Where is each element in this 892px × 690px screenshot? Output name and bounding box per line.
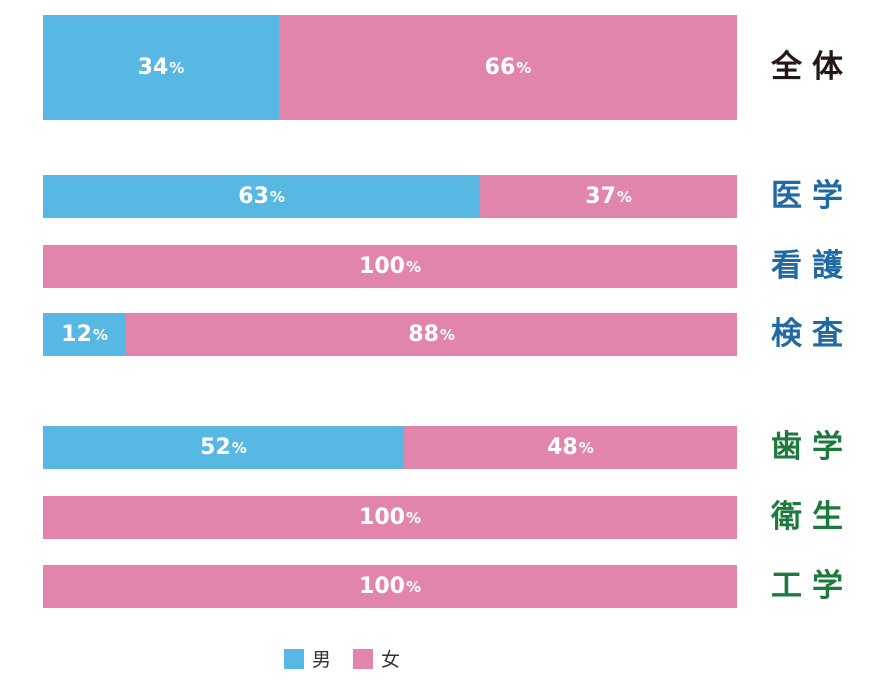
- category-label-1: 全体: [771, 48, 853, 85]
- data-label-male-4: 12: [61, 322, 92, 347]
- bar-female-7: 100%: [43, 565, 737, 608]
- percent-sign: %: [516, 58, 532, 77]
- data-label-female-4: 88: [408, 322, 439, 347]
- percent-sign: %: [231, 438, 247, 457]
- bar-male-2: 63%: [43, 175, 481, 218]
- percent-sign: %: [439, 325, 455, 344]
- bar-female-6: 100%: [43, 496, 737, 539]
- percent-sign: %: [92, 325, 108, 344]
- data-label-male-1: 34: [137, 55, 169, 80]
- bar-row-7: 100%: [43, 565, 737, 608]
- bar-male-4: 12%: [43, 313, 127, 356]
- category-label-3: 看護: [771, 247, 853, 284]
- legend-item-female: 女: [353, 645, 400, 672]
- bar-female-1: 66%: [278, 15, 737, 120]
- bar-female-3: 100%: [43, 245, 737, 288]
- bar-row-5: 52% 48%: [43, 426, 737, 469]
- bar-row-4: 12% 88%: [43, 313, 737, 356]
- percent-sign: %: [405, 508, 421, 527]
- data-label-female-3: 100: [359, 254, 405, 279]
- legend-label-male: 男: [312, 649, 332, 671]
- category-label-2: 医学: [771, 177, 853, 214]
- data-label-male-5: 52: [200, 435, 231, 460]
- percent-sign: %: [169, 58, 185, 77]
- category-label-4: 検査: [771, 315, 853, 352]
- category-label-6: 衛生: [771, 498, 853, 535]
- bar-row-2: 63% 37%: [43, 175, 737, 218]
- category-label-5: 歯学: [771, 428, 853, 465]
- legend-swatch-female: [353, 648, 374, 669]
- data-label-female-7: 100: [359, 574, 405, 599]
- percent-sign: %: [616, 187, 632, 206]
- percent-sign: %: [405, 257, 421, 276]
- bar-row-1: 34% 66%: [43, 15, 737, 120]
- bar-row-6: 100%: [43, 496, 737, 539]
- data-label-female-5: 48: [547, 435, 578, 460]
- bar-row-3: 100%: [43, 245, 737, 288]
- percent-sign: %: [269, 187, 285, 206]
- legend-item-male: 男: [284, 645, 331, 672]
- legend-label-female: 女: [381, 649, 401, 671]
- bar-male-1: 34%: [43, 15, 279, 120]
- legend: 男 女: [284, 645, 422, 672]
- bar-male-5: 52%: [43, 426, 404, 469]
- data-label-male-2: 63: [238, 184, 269, 209]
- category-label-7: 工学: [771, 567, 853, 604]
- bar-female-4: 88%: [126, 313, 737, 356]
- percent-sign: %: [578, 438, 594, 457]
- bar-female-2: 37%: [480, 175, 737, 218]
- legend-swatch-male: [284, 648, 304, 669]
- data-label-female-2: 37: [585, 184, 616, 209]
- bar-female-5: 48%: [403, 426, 737, 469]
- data-label-female-1: 66: [484, 55, 516, 80]
- percent-sign: %: [405, 577, 421, 596]
- data-label-female-6: 100: [359, 505, 405, 530]
